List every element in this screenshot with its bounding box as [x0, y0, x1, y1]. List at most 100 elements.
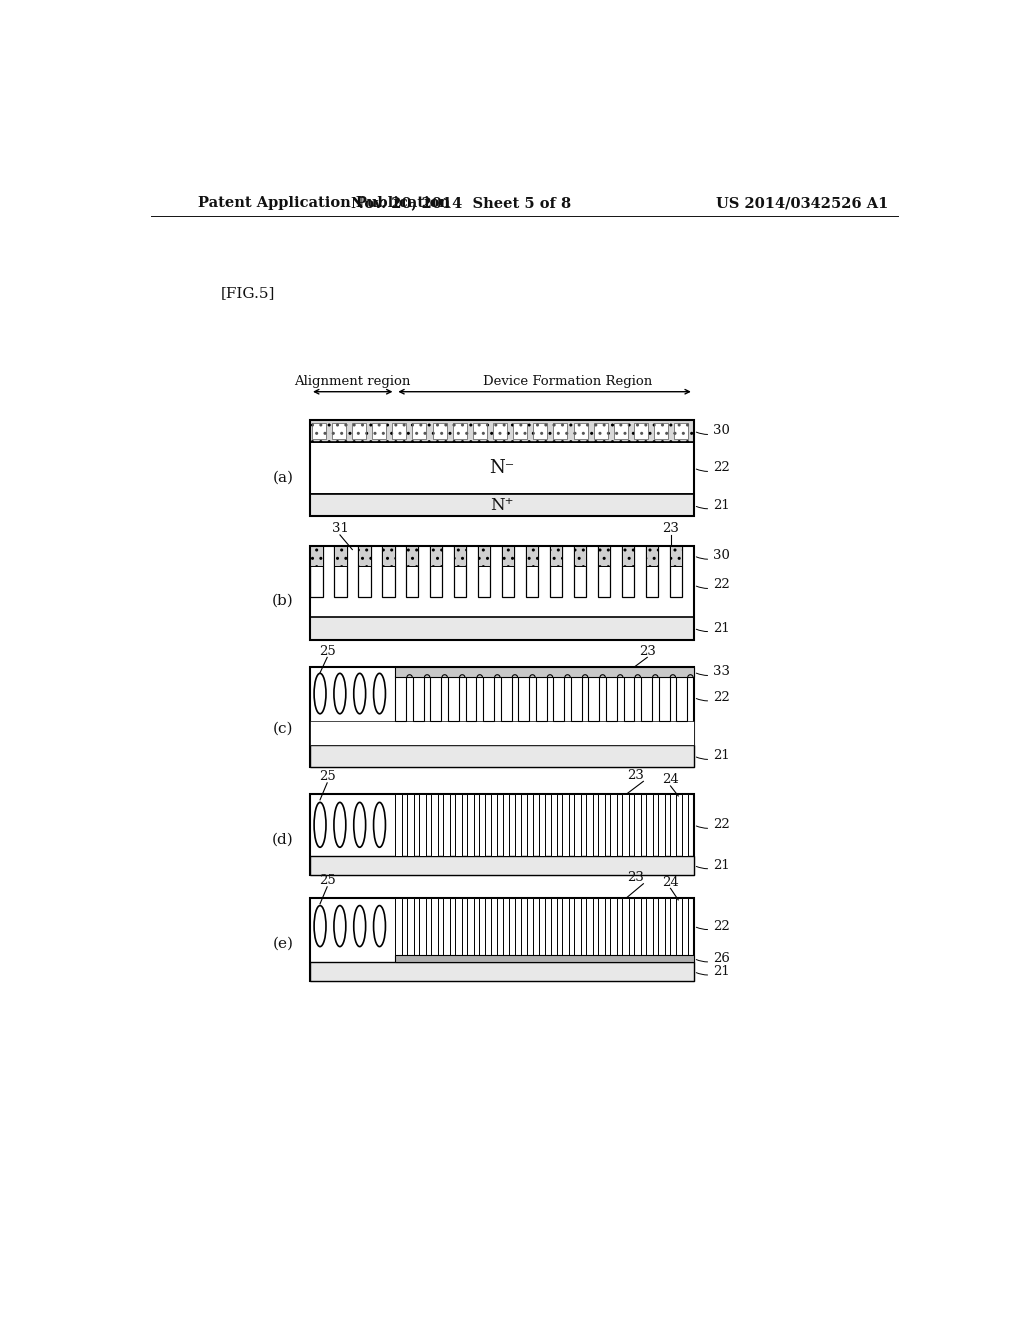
Bar: [467, 898, 473, 954]
Text: US 2014/0342526 A1: US 2014/0342526 A1: [716, 197, 889, 210]
Bar: [624, 676, 635, 721]
Text: 22: 22: [696, 578, 730, 591]
Bar: [478, 545, 490, 597]
Bar: [551, 898, 557, 954]
Text: 22: 22: [696, 920, 730, 933]
Bar: [682, 793, 688, 857]
Text: 21: 21: [696, 622, 730, 635]
Bar: [395, 898, 402, 954]
Bar: [430, 545, 442, 597]
Bar: [334, 545, 346, 597]
Bar: [554, 422, 567, 440]
Bar: [310, 616, 693, 640]
Text: (b): (b): [272, 594, 294, 609]
Bar: [430, 545, 442, 566]
Text: Nov. 20, 2014  Sheet 5 of 8: Nov. 20, 2014 Sheet 5 of 8: [351, 197, 571, 210]
Bar: [501, 676, 512, 721]
Text: Alignment region: Alignment region: [295, 375, 411, 388]
Bar: [358, 545, 371, 597]
Bar: [670, 793, 677, 857]
Bar: [453, 422, 467, 440]
Bar: [513, 422, 527, 440]
Bar: [454, 545, 467, 566]
Bar: [502, 545, 514, 597]
Bar: [526, 545, 539, 566]
Bar: [310, 721, 693, 744]
Bar: [614, 422, 628, 440]
Bar: [573, 545, 587, 566]
Bar: [634, 422, 648, 440]
Text: Patent Application Publication: Patent Application Publication: [198, 197, 450, 210]
Bar: [395, 954, 693, 962]
Text: 33: 33: [696, 665, 730, 678]
Ellipse shape: [374, 906, 385, 946]
Bar: [310, 962, 693, 981]
Text: 23: 23: [663, 523, 679, 536]
Text: 25: 25: [318, 644, 336, 657]
Bar: [682, 898, 688, 954]
Ellipse shape: [334, 673, 346, 714]
Bar: [670, 545, 682, 597]
Ellipse shape: [353, 906, 366, 946]
Bar: [334, 545, 346, 566]
Bar: [431, 793, 437, 857]
Bar: [479, 793, 485, 857]
Bar: [598, 898, 605, 954]
Bar: [310, 420, 693, 442]
Text: Device Formation Region: Device Formation Region: [483, 375, 652, 388]
Bar: [413, 676, 424, 721]
Bar: [562, 793, 569, 857]
Text: 22: 22: [696, 462, 730, 474]
Text: N⁻: N⁻: [489, 459, 515, 477]
Text: (c): (c): [272, 721, 293, 735]
Text: 25: 25: [318, 770, 336, 783]
Bar: [478, 545, 490, 566]
Text: 24: 24: [663, 875, 679, 888]
Bar: [587, 898, 593, 954]
Text: N⁺: N⁺: [490, 496, 514, 513]
Bar: [553, 676, 564, 721]
Bar: [455, 793, 462, 857]
Ellipse shape: [314, 803, 326, 847]
Bar: [382, 545, 394, 597]
Bar: [646, 793, 652, 857]
Bar: [641, 676, 652, 721]
Bar: [610, 898, 616, 954]
Bar: [623, 898, 629, 954]
Bar: [466, 676, 476, 721]
Bar: [622, 545, 634, 566]
Bar: [658, 898, 665, 954]
Bar: [310, 494, 693, 516]
Bar: [526, 793, 534, 857]
Bar: [310, 744, 693, 767]
Bar: [589, 676, 599, 721]
Bar: [676, 676, 687, 721]
Bar: [493, 422, 507, 440]
Bar: [550, 545, 562, 566]
Bar: [490, 793, 498, 857]
Bar: [598, 793, 605, 857]
Ellipse shape: [353, 673, 366, 714]
Bar: [515, 898, 521, 954]
Text: 24: 24: [663, 774, 679, 787]
Ellipse shape: [334, 906, 346, 946]
Bar: [598, 545, 610, 597]
Bar: [598, 545, 610, 566]
Bar: [413, 422, 426, 440]
Bar: [358, 545, 371, 566]
Text: 22: 22: [696, 818, 730, 832]
Bar: [503, 793, 509, 857]
Bar: [539, 898, 545, 954]
Bar: [526, 898, 534, 954]
Bar: [562, 898, 569, 954]
Bar: [573, 422, 588, 440]
Text: 26: 26: [696, 952, 730, 965]
Text: 25: 25: [318, 874, 336, 887]
Bar: [658, 676, 670, 721]
Text: 30: 30: [696, 425, 730, 437]
Bar: [310, 898, 693, 981]
Bar: [443, 898, 450, 954]
Bar: [310, 667, 693, 767]
Bar: [606, 676, 616, 721]
Text: 31: 31: [332, 523, 348, 536]
